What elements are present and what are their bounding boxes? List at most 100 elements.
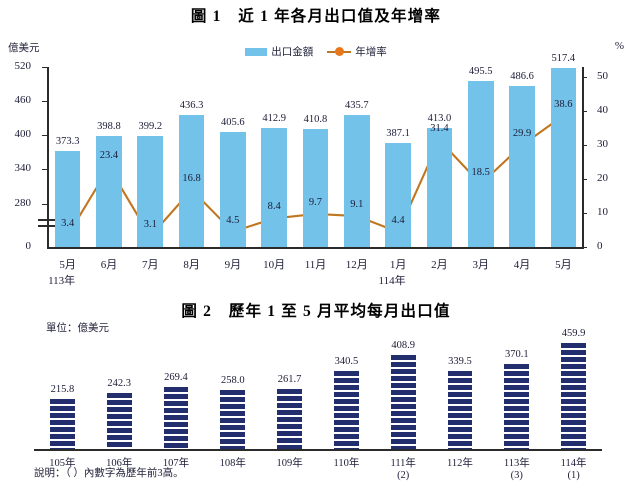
figure1-chart: 億美元 % 出口金額 年增率 0 280 340 400 460 520 0 10 20 30 40… [0,36,632,291]
figure1-x-label: 5月 [555,259,572,271]
figure1-left-ytick-0: 0 [25,239,32,252]
figure1-x-label: 5月 [59,259,76,271]
figure1-bar [344,115,370,247]
legend-item-export-amount: 出口金額 [245,44,313,59]
figure1-right-axis-line [582,67,584,247]
figure2-bar [277,388,303,449]
figure2-bar [220,389,246,449]
figure1-right-tickmark [582,247,587,249]
figure2-bar [163,387,189,449]
figure1-right-ytick-0: 0 [597,239,603,252]
figure2-x-label: 108年 [219,458,246,469]
figure1-x-axis-line [47,247,584,249]
figure1-legend: 出口金額 年增率 [0,44,632,59]
figure1-bar [261,128,287,247]
figure1-x-label: 1月 [389,259,407,271]
figure1-left-tickmark [42,169,47,171]
figure1-right-ytick-40: 40 [597,103,608,116]
figure1-point-value-label: 8.4 [267,201,281,213]
figure1-bar [467,81,494,247]
figure1-left-axis-unit: 億美元 [8,43,40,54]
figure1-point-value-label: 4.4 [391,215,405,227]
figure2-x-label: 106年 [106,458,133,469]
figure1-bar [220,132,246,247]
figure2-bar-value-label: 459.9 [561,328,586,340]
figure1-bar-value-label: 410.8 [303,114,328,126]
figure2-chart: 單位：億美元 215.8 105年 242.3 106年 269.4 107年 258.0 1… [0,320,632,483]
figure2-note: 說明：（ ）內數字為歷年前3高。 [34,468,184,479]
figure1-x-year-label: 114年 [378,275,406,287]
figure1-bar-value-label: 517.4 [551,53,576,65]
figure2-bar [447,370,473,449]
figure1-x-label: 9月 [224,259,242,271]
figure1-left-tickmark [42,101,47,103]
figure2-x-label: 110年 [333,458,360,469]
figure1-bar [385,142,411,247]
figure1-bar-value-label: 435.7 [344,100,369,112]
figure2-bar-value-label: 215.8 [50,384,75,396]
figure2-bar-value-label: 269.4 [164,372,188,384]
figure1-x-label: 4月 [513,259,531,271]
figure1-right-ytick-10: 10 [597,205,608,218]
figure1-bar-value-label: 486.6 [510,71,534,83]
figure2-x-label: 109年 [276,458,303,469]
figure2-x-label: 114年 [560,458,587,469]
figure1-left-tickmark [42,135,47,137]
legend-label-export-amount: 出口金額 [271,47,314,58]
figure1-bar [54,150,81,247]
figure1-x-label: 6月 [100,259,118,271]
figure1-left-ytick-460: 460 [14,93,32,106]
figure1-bar-value-label: 373.3 [55,135,80,147]
figure2-x-rank-label: (3) [510,470,523,481]
figure2-bar [106,393,132,449]
figure1-bar [302,129,329,247]
figure2-plot-area: 215.8 105年 242.3 106年 269.4 107年 258.0 108年 261.… [34,328,602,481]
figure2-title: 圖 2 歷年 1 至 5 月平均每月出口值 [181,303,451,320]
figure1-x-label: 2月 [431,259,448,271]
figure2-bar-value-label: 340.5 [334,355,359,367]
figure1-x-label: 7月 [142,259,159,271]
figure2-bar [504,363,530,449]
figure1-bar-value-label: 398.8 [97,121,121,133]
figure1-right-ytick-30: 30 [597,137,608,150]
figure1-left-tickmark [42,67,47,69]
figure2-x-label: 112年 [447,458,473,469]
figure1-right-tickmark [582,213,587,215]
figure1-right-tickmark [582,77,587,79]
figure1-left-tickmark [42,204,47,206]
figure1-point-value-label: 31.4 [430,123,449,135]
axis-break-icon [38,219,56,230]
figure1-bar-value-label: 436.3 [179,99,204,111]
figure1-bar-value-label: 413.0 [427,113,452,125]
figure2-x-axis-line [34,449,602,451]
figure1-bar [550,68,577,247]
figure1-title: 圖 1 近 1 年各月出口值及年增率 [190,8,442,25]
figure1-bar-value-label: 387.1 [386,127,410,139]
figure1-point-value-label: 29.9 [512,128,532,140]
figure1-point-value-label: 3.4 [61,218,75,230]
figure2-x-label: 111年 [390,458,416,469]
figure2-bar [561,343,587,449]
line-marker-swatch-icon [327,47,352,56]
figure1-plot-area: 0 280 340 400 460 520 0 10 20 30 40 50 373.3 3.4 5月 398… [15,53,609,287]
figure1-point-value-label: 3.1 [143,219,157,231]
figure1-bar [426,128,453,247]
figure2-unit-label: 單位：億美元 [46,323,109,334]
legend-label-growth-rate: 年增率 [355,47,387,58]
figure1-right-tickmark [582,179,587,181]
figure1-x-label: 3月 [472,259,489,271]
figure1-x-label: 12月 [345,259,368,271]
figure1-left-ytick-400: 400 [14,127,32,140]
figure1-point-value-label: 9.7 [308,196,323,208]
figure1-x-label: 11月 [304,259,327,271]
figure1-right-ytick-50: 50 [597,69,608,82]
figure1-point-value-label: 18.5 [471,167,490,179]
figure1-bar-value-label: 412.9 [262,113,286,125]
figure1-bar [509,86,535,247]
figure1-left-ytick-340: 340 [14,161,32,174]
figure1-bar [96,136,122,247]
figure2-x-label: 113年 [503,458,530,469]
figure1-bar [137,135,164,247]
figure1-bar [178,114,205,247]
